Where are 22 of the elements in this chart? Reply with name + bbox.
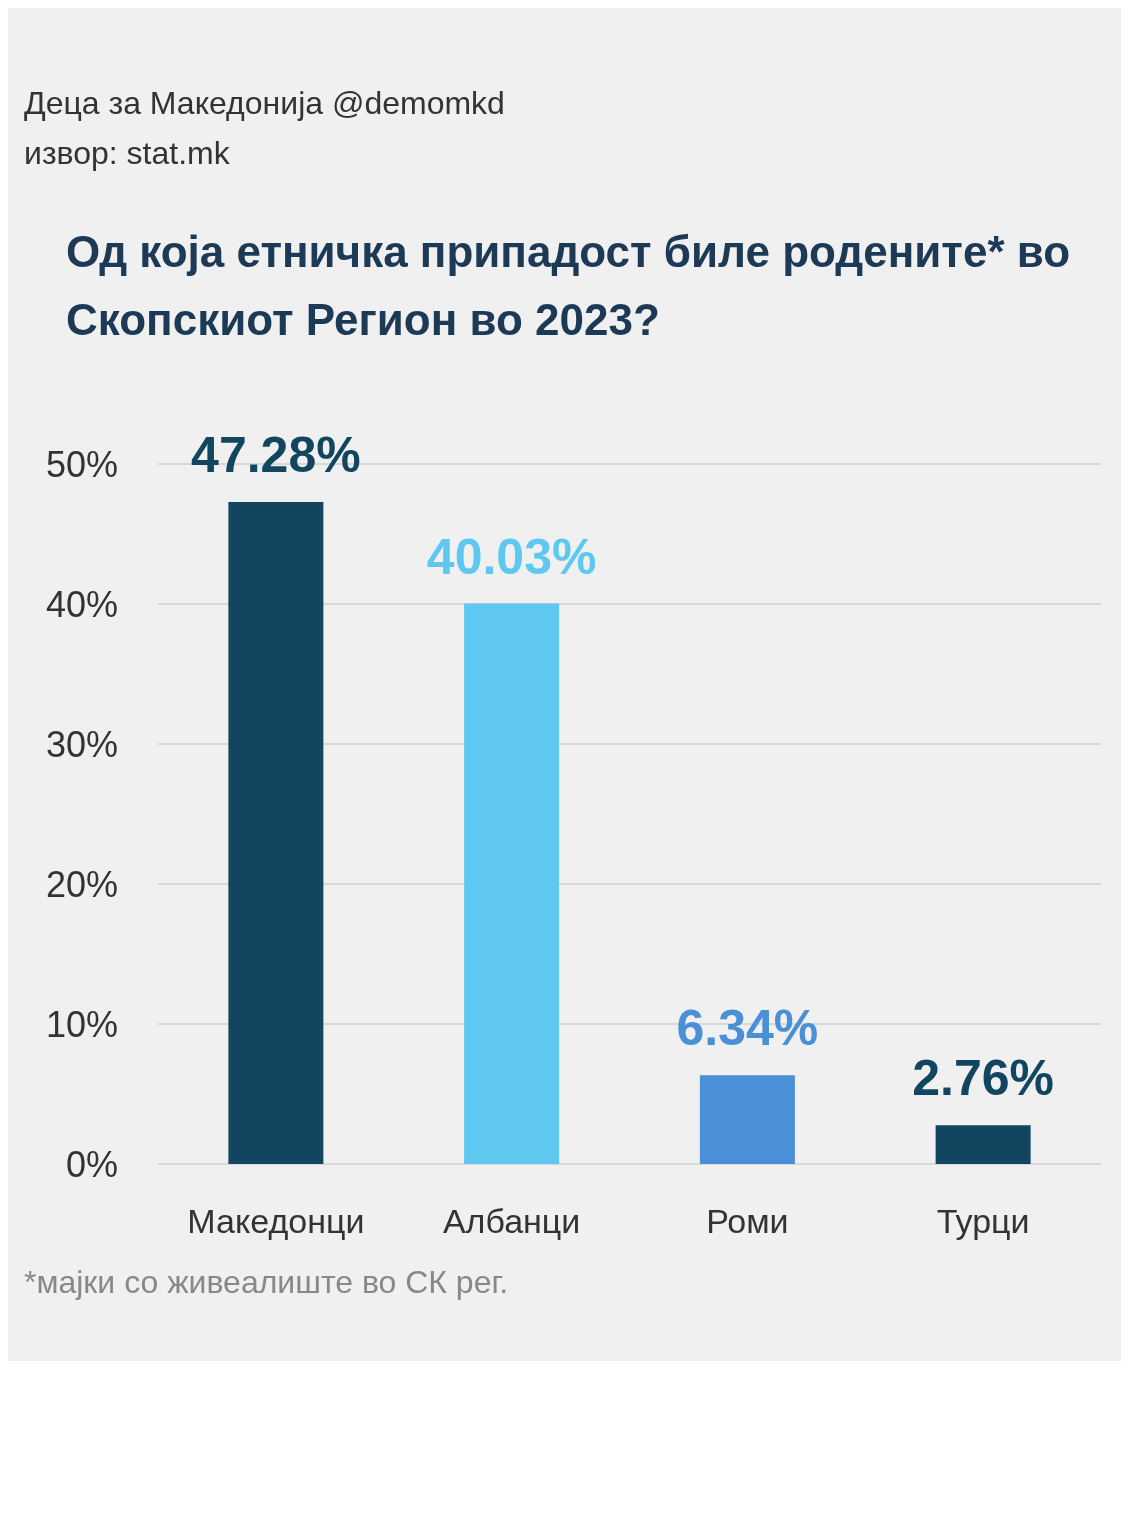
y-tick-label: 30%: [45, 723, 118, 765]
x-tick-label: Турци: [936, 1202, 1030, 1240]
text: Деца за Македонија @demomkd: [24, 84, 506, 123]
bar: [228, 502, 324, 1164]
x-tick-label: Македонци: [187, 1202, 365, 1240]
y-tick-label: 0%: [65, 1143, 118, 1185]
data-label: 40.03%: [426, 528, 597, 585]
bar: [464, 603, 560, 1164]
data-label: 47.28%: [191, 427, 361, 484]
x-tick-label: Албанци: [442, 1202, 581, 1240]
y-tick-label: 20%: [45, 863, 118, 905]
bar: [699, 1075, 795, 1164]
y-tick-label: 10%: [45, 1003, 118, 1045]
text: извор: stat.mk: [24, 134, 231, 173]
data-label: 2.76%: [912, 1050, 1055, 1107]
x-tick-label: Роми: [706, 1202, 789, 1240]
y-tick-label: 40%: [45, 583, 118, 625]
text: *мајки со живеалиште во СК рег.: [24, 1264, 510, 1301]
bar: [935, 1125, 1031, 1164]
y-tick-label: 50%: [45, 443, 118, 485]
chart-title: Од која етничка припадост биле родените* во Скопскиот Регион во 2023?: [65, 226, 1072, 346]
data-label: 6.34%: [676, 1000, 819, 1057]
